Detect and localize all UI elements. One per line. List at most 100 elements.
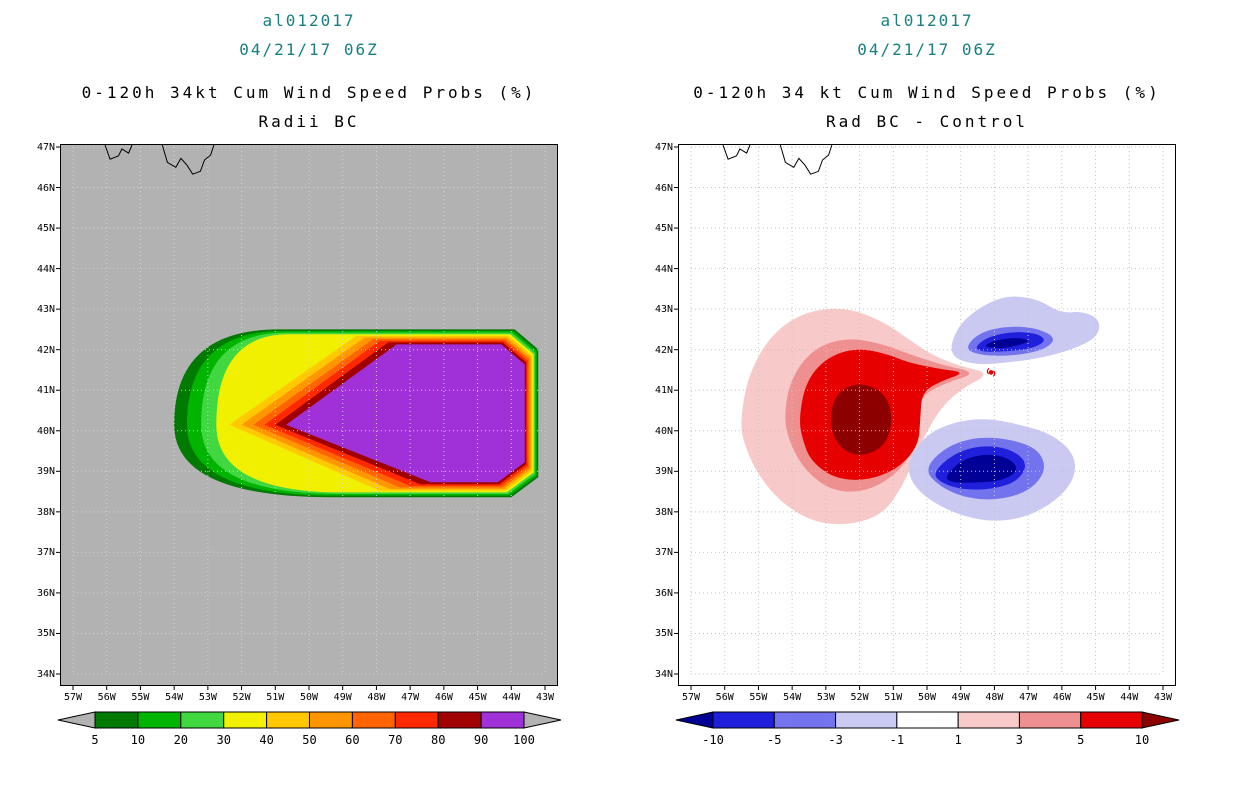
x-axis-label: 51W: [884, 692, 903, 703]
colorbar-radii-bc: 5 10 20 30 40 50 60 70 80 90 100: [57, 710, 562, 752]
y-axis-label: 45N: [36, 223, 55, 235]
colorbar-rad-bc-control: -10 -5 -3 -1 1 3 5 10: [675, 710, 1180, 752]
y-axis-label: 40N: [36, 425, 55, 437]
colorbar-label: 10: [1134, 733, 1148, 747]
axis-ticks: [674, 146, 1164, 690]
chart-title: 0-120h 34 kt Cum Wind Speed Probs (%): [693, 83, 1161, 102]
x-axis-label: 53W: [816, 692, 835, 703]
y-axis-label: 38N: [36, 506, 55, 518]
colorbar-segment: [480, 711, 525, 729]
y-axis-label: 34N: [654, 669, 673, 680]
colorbar-label: 90: [473, 733, 487, 747]
y-axis-label: 45N: [654, 223, 673, 235]
y-axis-label: 39N: [36, 466, 55, 478]
x-axis-label: 48W: [985, 692, 1004, 703]
colorbar: -10 -5 -3 -1 1 3 5 10: [675, 711, 1179, 747]
colorbar-right-arrow: [1141, 711, 1179, 729]
chart-subtitle: Radii BC: [258, 112, 360, 131]
x-axis-label: 52W: [232, 692, 251, 703]
x-axis-label: 50W: [917, 692, 937, 703]
colorbar-label: -1: [889, 733, 903, 747]
panel-rad-bc-control: al012017 04/21/17 06Z 0-120h 34 kt Cum W…: [618, 0, 1236, 800]
y-axis-label: 41N: [654, 385, 673, 397]
x-axis-label: 44W: [1120, 692, 1139, 703]
colorbar-label: 70: [388, 733, 402, 747]
y-axis-label: 39N: [654, 466, 673, 478]
coastline: [722, 144, 751, 160]
colorbar-label: 30: [216, 733, 230, 747]
axis-ticks: [56, 146, 546, 690]
title-block: al012017 04/21/17 06Z 0-120h 34 kt Cum W…: [618, 6, 1236, 136]
x-axis-label: 45W: [1086, 692, 1105, 703]
colorbar-label: 50: [302, 733, 316, 747]
colorbar-label: -10: [702, 733, 724, 747]
colorbar-label: 20: [173, 733, 187, 747]
y-axis-label: 41N: [36, 385, 55, 397]
chart-title: 0-120h 34kt Cum Wind Speed Probs (%): [81, 83, 537, 102]
y-axis-label: 42N: [36, 344, 55, 356]
y-axis-label: 42N: [654, 344, 673, 356]
x-axis-label: 56W: [97, 692, 116, 703]
colorbar-segment: [712, 711, 775, 729]
init-datetime: 04/21/17 06Z: [239, 40, 379, 59]
colorbar-label: 5: [91, 733, 98, 747]
storm-id: al012017: [262, 11, 356, 30]
difference-blob: [831, 384, 892, 455]
y-axis-label: 43N: [654, 304, 673, 316]
contour-level: [286, 344, 525, 483]
y-axis-label: 44N: [36, 263, 55, 275]
colorbar-segment: [394, 711, 439, 729]
x-axis-label: 52W: [850, 692, 869, 703]
x-axis-label: 55W: [131, 692, 150, 703]
colorbar-segment: [773, 711, 836, 729]
colorbar-segment: [136, 711, 181, 729]
x-axis-label: 50W: [299, 692, 319, 703]
y-axis-label: 46N: [36, 182, 55, 194]
storm-id: al012017: [880, 11, 974, 30]
colorbar-segment: [94, 711, 138, 729]
colorbar-right-arrow: [523, 711, 561, 729]
colorbar-segment: [834, 711, 897, 729]
x-axis-label: 43W: [1153, 692, 1173, 703]
x-axis-label: 46W: [1052, 692, 1071, 703]
x-axis-label: 43W: [535, 692, 555, 703]
coastline: [104, 144, 133, 160]
colorbar-label: 5: [1077, 733, 1084, 747]
y-axis-label: 46N: [654, 182, 673, 194]
colorbar-segment: [308, 711, 353, 729]
colorbar-label: 3: [1015, 733, 1022, 747]
map-plot: [674, 144, 1176, 690]
x-axis-label: 57W: [681, 692, 701, 703]
colorbar-label: 60: [345, 733, 359, 747]
y-axis-label: 35N: [36, 628, 55, 640]
x-axis-label: 47W: [1019, 692, 1038, 703]
x-axis-label: 53W: [198, 692, 217, 703]
coastline: [161, 144, 215, 175]
init-datetime: 04/21/17 06Z: [857, 40, 997, 59]
title-block: al012017 04/21/17 06Z 0-120h 34kt Cum Wi…: [0, 6, 618, 136]
colorbar-segment: [1079, 711, 1143, 729]
y-axis-label: 47N: [36, 142, 55, 153]
colorbar-left-arrow: [675, 711, 713, 729]
map-plot: [56, 144, 558, 690]
map-frame: [60, 144, 558, 686]
colorbar-label: 40: [259, 733, 273, 747]
grid: [72, 146, 546, 675]
x-axis-label: 56W: [715, 692, 734, 703]
colorbar-segment: [437, 711, 482, 729]
y-axis-label: 36N: [654, 587, 673, 599]
colorbar-label: 10: [130, 733, 144, 747]
colorbar-label: -5: [767, 733, 781, 747]
x-axis-label: 45W: [468, 692, 487, 703]
y-axis-label: 43N: [36, 304, 55, 316]
y-axis-label: 38N: [654, 506, 673, 518]
y-axis-label: 37N: [36, 547, 55, 559]
y-axis-label: 35N: [654, 628, 673, 640]
x-axis-label: 57W: [63, 692, 83, 703]
colorbar-segment: [957, 711, 1020, 729]
colorbar-segment: [179, 711, 224, 729]
y-axis-label: 47N: [654, 142, 673, 153]
y-axis-label: 37N: [654, 547, 673, 559]
colorbar-segment: [222, 711, 267, 729]
